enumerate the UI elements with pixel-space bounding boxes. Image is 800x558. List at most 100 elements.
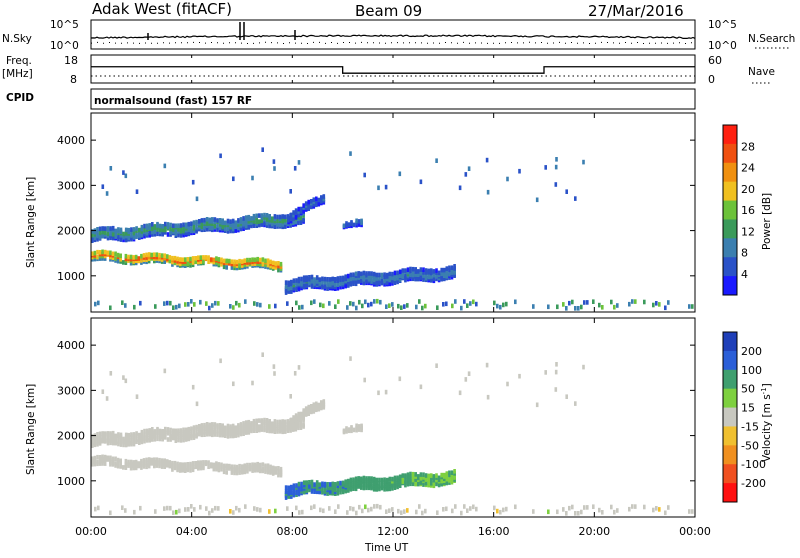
power-cell bbox=[460, 305, 463, 311]
velocity-cell bbox=[109, 371, 113, 376]
velocity-cell bbox=[287, 421, 290, 426]
power-cell bbox=[318, 277, 322, 282]
power-cell bbox=[106, 250, 110, 256]
power-cell bbox=[365, 279, 368, 284]
velocity-cell bbox=[253, 462, 257, 468]
velocity-cell bbox=[454, 504, 457, 509]
velocity-cell bbox=[409, 471, 412, 477]
power-cell bbox=[265, 213, 269, 218]
power-cell bbox=[362, 277, 366, 282]
velocity-cell bbox=[114, 461, 117, 466]
velocity-cell bbox=[248, 462, 252, 468]
power-cell bbox=[448, 265, 451, 271]
power-cell bbox=[135, 189, 139, 194]
velocity-cell bbox=[140, 429, 144, 435]
velocity-cell bbox=[571, 504, 574, 510]
noise-panel: N.Sky N.Search 10^5 10^0 10^5 10^0 bbox=[2, 19, 795, 52]
velocity-cell bbox=[190, 504, 193, 509]
velocity-cell bbox=[244, 420, 248, 425]
power-cell bbox=[205, 301, 208, 306]
power-cell bbox=[164, 221, 167, 227]
power-cell bbox=[305, 281, 309, 286]
power-cell bbox=[404, 268, 407, 273]
velocity-cell bbox=[200, 429, 204, 434]
power-cell bbox=[187, 302, 190, 307]
velocity-cell bbox=[450, 477, 454, 483]
freq-right-tick-top: 60 bbox=[708, 54, 722, 67]
power-cell bbox=[189, 256, 192, 262]
velocity-cell bbox=[101, 431, 104, 436]
noise-search-line bbox=[91, 41, 692, 44]
power-cell bbox=[156, 231, 159, 237]
power-cell bbox=[435, 276, 438, 282]
power-cell bbox=[200, 218, 204, 223]
power-cell bbox=[132, 227, 136, 232]
velocity-cell bbox=[271, 469, 275, 475]
velocity-colorbar-label: Velocity [m s-1] bbox=[760, 383, 773, 462]
power-cell bbox=[163, 163, 167, 169]
power-cell bbox=[265, 223, 269, 228]
freq-label-bottom: [MHz] bbox=[2, 68, 33, 80]
power-cell bbox=[305, 275, 309, 280]
velocity-cell bbox=[322, 399, 326, 404]
power-cell bbox=[467, 166, 471, 171]
power-cell bbox=[364, 299, 367, 305]
power-cell bbox=[310, 274, 314, 280]
velocity-cell bbox=[232, 510, 235, 515]
velocity-cell bbox=[295, 505, 298, 511]
power-cell bbox=[292, 282, 296, 288]
power-cell bbox=[363, 172, 366, 178]
power-cell bbox=[279, 261, 283, 267]
colorbar-segment bbox=[723, 350, 737, 371]
velocity-cell bbox=[204, 460, 208, 465]
colorbar-tick: 20 bbox=[741, 183, 755, 196]
power-cell bbox=[365, 271, 368, 276]
velocity-cell bbox=[297, 486, 301, 491]
velocity-cell bbox=[266, 467, 270, 473]
power-cell bbox=[406, 267, 410, 272]
power-cell bbox=[281, 224, 284, 230]
velocity-cell bbox=[435, 477, 438, 483]
power-cell bbox=[233, 262, 236, 267]
power-cell bbox=[362, 270, 366, 276]
velocity-cell bbox=[176, 461, 179, 467]
power-cell bbox=[312, 201, 316, 207]
power-cell bbox=[443, 267, 446, 273]
velocity-cell bbox=[544, 370, 547, 375]
power-cell bbox=[284, 220, 287, 225]
velocity-cell bbox=[279, 466, 283, 472]
velocity-cell bbox=[129, 465, 133, 471]
power-cell bbox=[290, 279, 293, 285]
power-cell bbox=[98, 233, 102, 238]
power-cell bbox=[258, 219, 261, 224]
x-tick-label: 12:00 bbox=[377, 525, 409, 538]
velocity-cell bbox=[372, 476, 376, 482]
power-cell bbox=[337, 299, 340, 304]
velocity-cell bbox=[271, 465, 275, 471]
x-tick-label: 00:00 bbox=[679, 525, 711, 538]
power-cell bbox=[211, 217, 214, 222]
power-cell bbox=[432, 276, 436, 282]
velocity-cell bbox=[274, 508, 277, 514]
velocity-cell bbox=[137, 463, 141, 469]
power-cell bbox=[153, 252, 156, 257]
velocity-cell bbox=[111, 460, 115, 465]
power-cell bbox=[259, 257, 262, 263]
colorbar-segment bbox=[723, 181, 737, 202]
velocity-cell bbox=[173, 460, 177, 466]
power-cell bbox=[344, 274, 347, 279]
velocity-cell bbox=[213, 428, 217, 434]
velocity-cell bbox=[148, 438, 151, 443]
velocity-cell bbox=[171, 460, 174, 466]
velocity-cell bbox=[140, 458, 143, 464]
velocity-cell bbox=[230, 470, 234, 475]
colorbar-segment bbox=[723, 445, 737, 465]
velocity-cell bbox=[435, 363, 438, 368]
power-cell bbox=[393, 270, 397, 276]
velocity-cell bbox=[132, 460, 135, 465]
velocity-cell bbox=[217, 466, 221, 471]
velocity-cell bbox=[101, 437, 104, 442]
velocity-cell bbox=[424, 480, 428, 486]
power-cell bbox=[135, 226, 138, 231]
power-cell bbox=[230, 261, 234, 267]
